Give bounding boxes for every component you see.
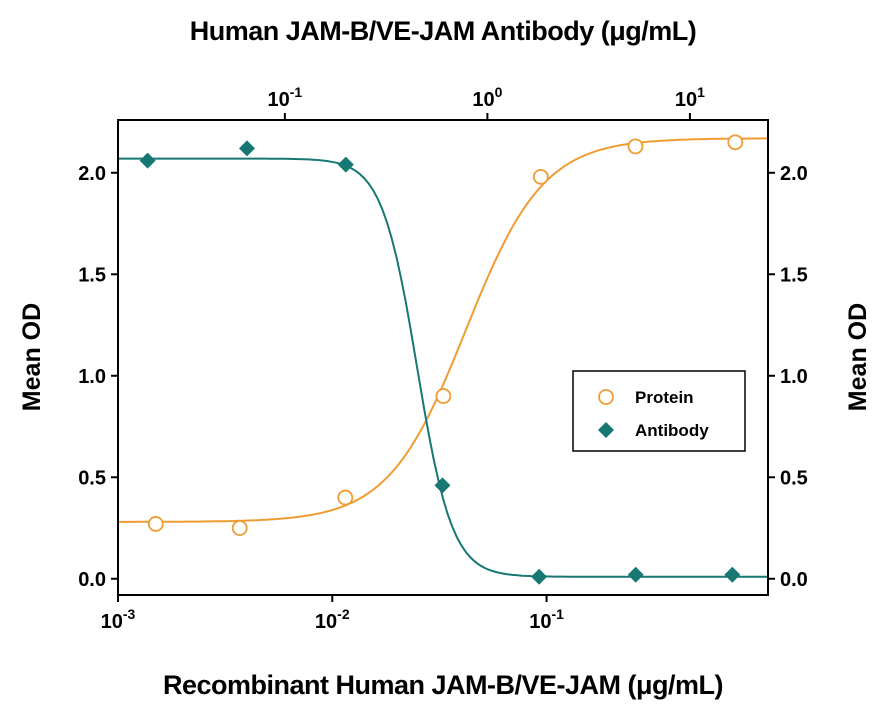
plot-frame	[117, 119, 769, 596]
protein-point	[337, 489, 354, 506]
legend-box	[572, 370, 746, 452]
right-axis-tick-label: 0.5	[780, 467, 808, 489]
antibody-point	[139, 152, 156, 169]
left-axis-tick-label: 1.5	[78, 264, 106, 286]
legend-marker-antibody	[598, 422, 614, 438]
antibody-curve	[118, 157, 768, 578]
legend-marker-protein	[598, 389, 614, 405]
legend-label-protein: Protein	[635, 388, 694, 407]
antibody-point	[434, 477, 451, 494]
left-axis-tick-label: 0.5	[78, 467, 106, 489]
bottom-axis-tick-label: 10-3	[101, 606, 136, 633]
protein-point	[147, 516, 164, 532]
legend-label-antibody: Antibody	[635, 421, 709, 440]
bottom-axis-title: Recombinant Human JAM-B/VE-JAM (μg/mL)	[162, 670, 724, 700]
antibody-point	[337, 156, 354, 173]
top-axis-tick-label: 100	[472, 84, 502, 111]
protein-point	[627, 138, 644, 155]
protein-curve	[118, 137, 768, 523]
right-axis-tick-label: 0.0	[780, 569, 808, 591]
protein-point	[532, 168, 549, 185]
left-axis-tick-label: 0.0	[78, 569, 106, 591]
antibody-point	[627, 566, 644, 583]
left-axis-tick-label: 1.0	[78, 366, 106, 388]
protein-point	[231, 520, 248, 536]
top-axis-title: Human JAM-B/VE-JAM Antibody (μg/mL)	[189, 16, 697, 46]
left-axis-tick-label: 2.0	[78, 163, 106, 185]
right-axis-tick-label: 1.0	[780, 366, 808, 388]
right-axis-tick-label: 1.5	[780, 264, 808, 286]
top-axis-tick-label: 101	[675, 84, 705, 111]
protein-point	[727, 134, 744, 151]
right-axis-tick-label: 2.0	[780, 163, 808, 185]
top-axis-tick-label: 10-1	[268, 84, 303, 111]
antibody-point	[531, 568, 548, 585]
bottom-axis-tick-label: 10-2	[315, 606, 350, 633]
protein-point	[435, 388, 452, 404]
antibody-point	[238, 140, 255, 157]
antibody-point	[724, 566, 741, 583]
bottom-axis-tick-label: 10-1	[529, 606, 564, 633]
